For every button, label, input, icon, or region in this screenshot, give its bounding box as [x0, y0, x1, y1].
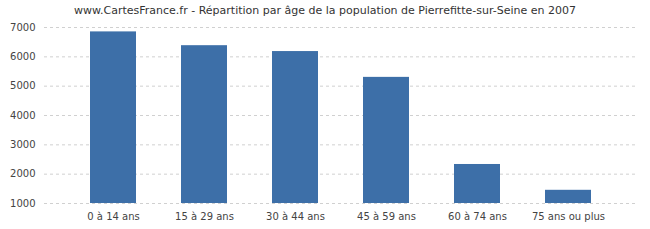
html-text:www.CartesFrance.fr - Répartit: www.CartesFrance.fr - Répartition par âg… — [74, 4, 576, 17]
svg-text:5000: 5000 — [10, 80, 35, 91]
svg-text:0 à 14 ans: 0 à 14 ans — [87, 211, 139, 222]
svg-text:1000: 1000 — [10, 198, 35, 209]
svg-text:3000: 3000 — [10, 139, 35, 150]
svg-text:30 à 44 ans: 30 à 44 ans — [266, 211, 325, 222]
svg-text:45 à 59 ans: 45 à 59 ans — [357, 211, 416, 222]
svg-text:4000: 4000 — [10, 110, 35, 121]
svg-text:60 à 74 ans: 60 à 74 ans — [448, 211, 507, 222]
svg-text:6000: 6000 — [10, 51, 35, 62]
svg-text:15 à 29 ans: 15 à 29 ans — [175, 211, 234, 222]
svg-text:7000: 7000 — [10, 22, 35, 33]
svg-text:75 ans ou plus: 75 ans ou plus — [532, 211, 605, 222]
svg-text:2000: 2000 — [10, 168, 35, 179]
